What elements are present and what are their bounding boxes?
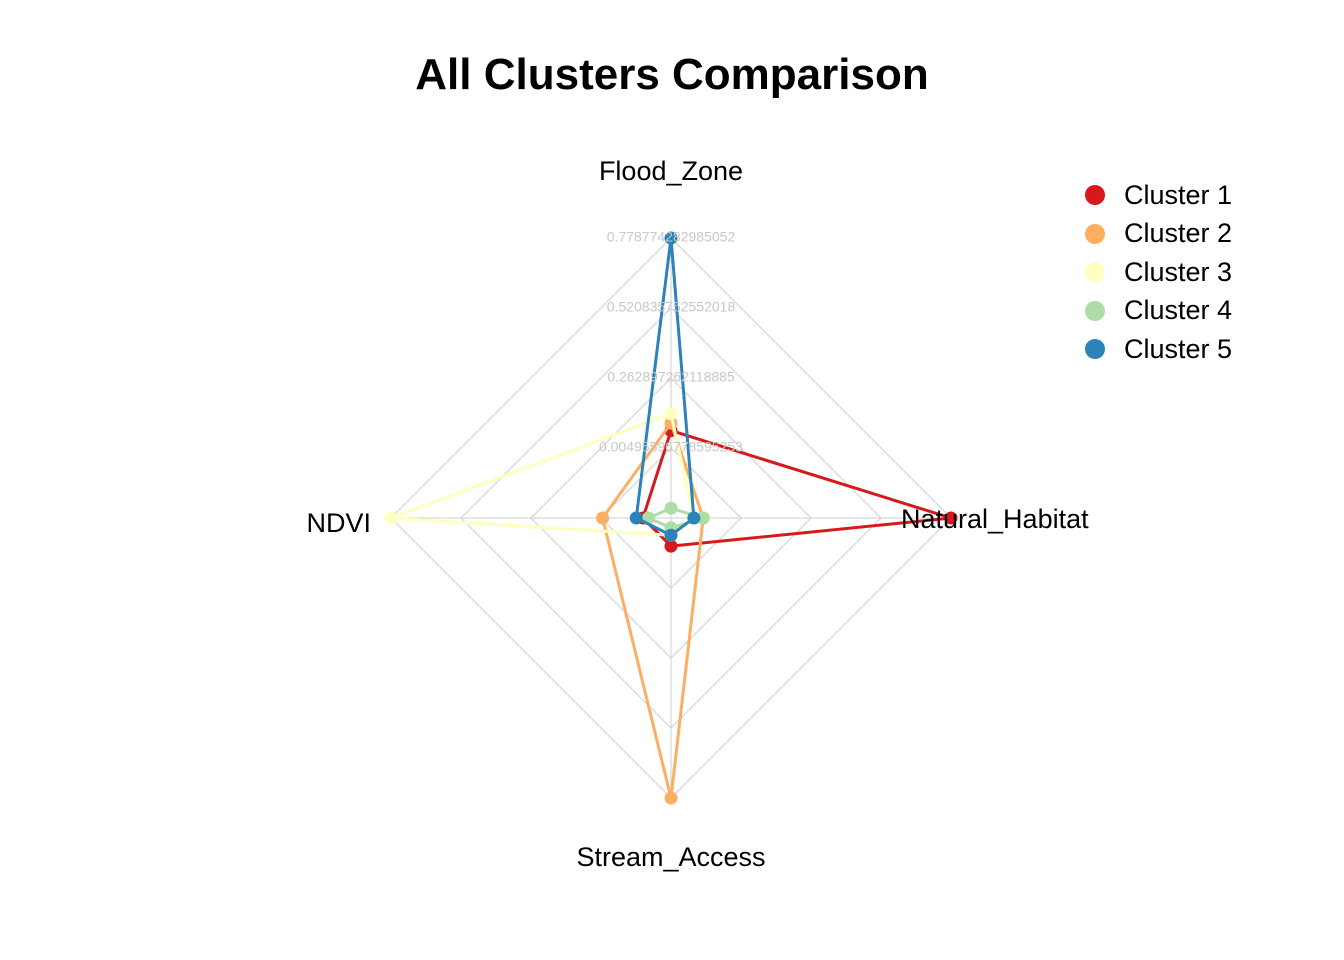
radar-tick-labels: 0.00495596778595253 0.262897262118885 0.52… [599,229,743,455]
axis-label-ndvi: NDVI [306,508,371,538]
legend-item: Cluster 4 [1085,292,1232,331]
series-line [634,236,696,537]
radar-grid [390,237,952,799]
tick-label: 0.778774282985052 [607,229,736,245]
radar-axis-labels: Flood_Zone Natural_Habitat Stream_Access ND… [306,156,1089,872]
data-point [696,511,710,525]
axis-label-natural-habitat: Natural_Habitat [901,504,1089,534]
data-point [664,407,678,421]
legend-swatch [1085,339,1105,360]
legend-item: Cluster 5 [1085,330,1232,369]
tick-label: 0.520835752552018 [607,299,736,315]
data-point [664,528,678,542]
axis-label-flood-zone: Flood_Zone [599,156,743,186]
data-point [944,511,958,525]
legend-item: Cluster 1 [1085,176,1232,215]
legend-label: Cluster 5 [1124,333,1233,364]
series-5 [629,231,701,542]
radar-series [384,231,958,805]
legend-swatch [1085,185,1105,206]
legend-label: Cluster 2 [1124,218,1233,249]
data-point [664,231,678,245]
legend-label: Cluster 3 [1124,256,1233,287]
legend-item: Cluster 2 [1085,215,1232,254]
axis-label-stream-access: Stream_Access [576,842,765,872]
legend-swatch [1085,262,1105,283]
legend-label: Cluster 4 [1124,295,1233,326]
data-point [384,511,398,525]
data-point [664,791,678,805]
legend-label: Cluster 1 [1124,179,1233,210]
tick-label: 0.262897262118885 [607,369,735,385]
data-point [629,511,643,525]
data-point [664,539,678,553]
series-2 [596,416,710,805]
data-point [687,511,701,525]
legend-swatch [1085,300,1105,321]
tick-label: 0.00495596778595253 [599,439,743,455]
data-point [664,501,678,515]
legend: Cluster 1 Cluster 2 Cluster 3 Cluster 4 Clus… [1085,176,1232,369]
series-line [601,421,705,800]
legend-swatch [1085,223,1105,244]
data-point [596,511,610,525]
legend-item: Cluster 3 [1085,253,1232,292]
chart-title: All Clusters Comparison [415,50,929,99]
